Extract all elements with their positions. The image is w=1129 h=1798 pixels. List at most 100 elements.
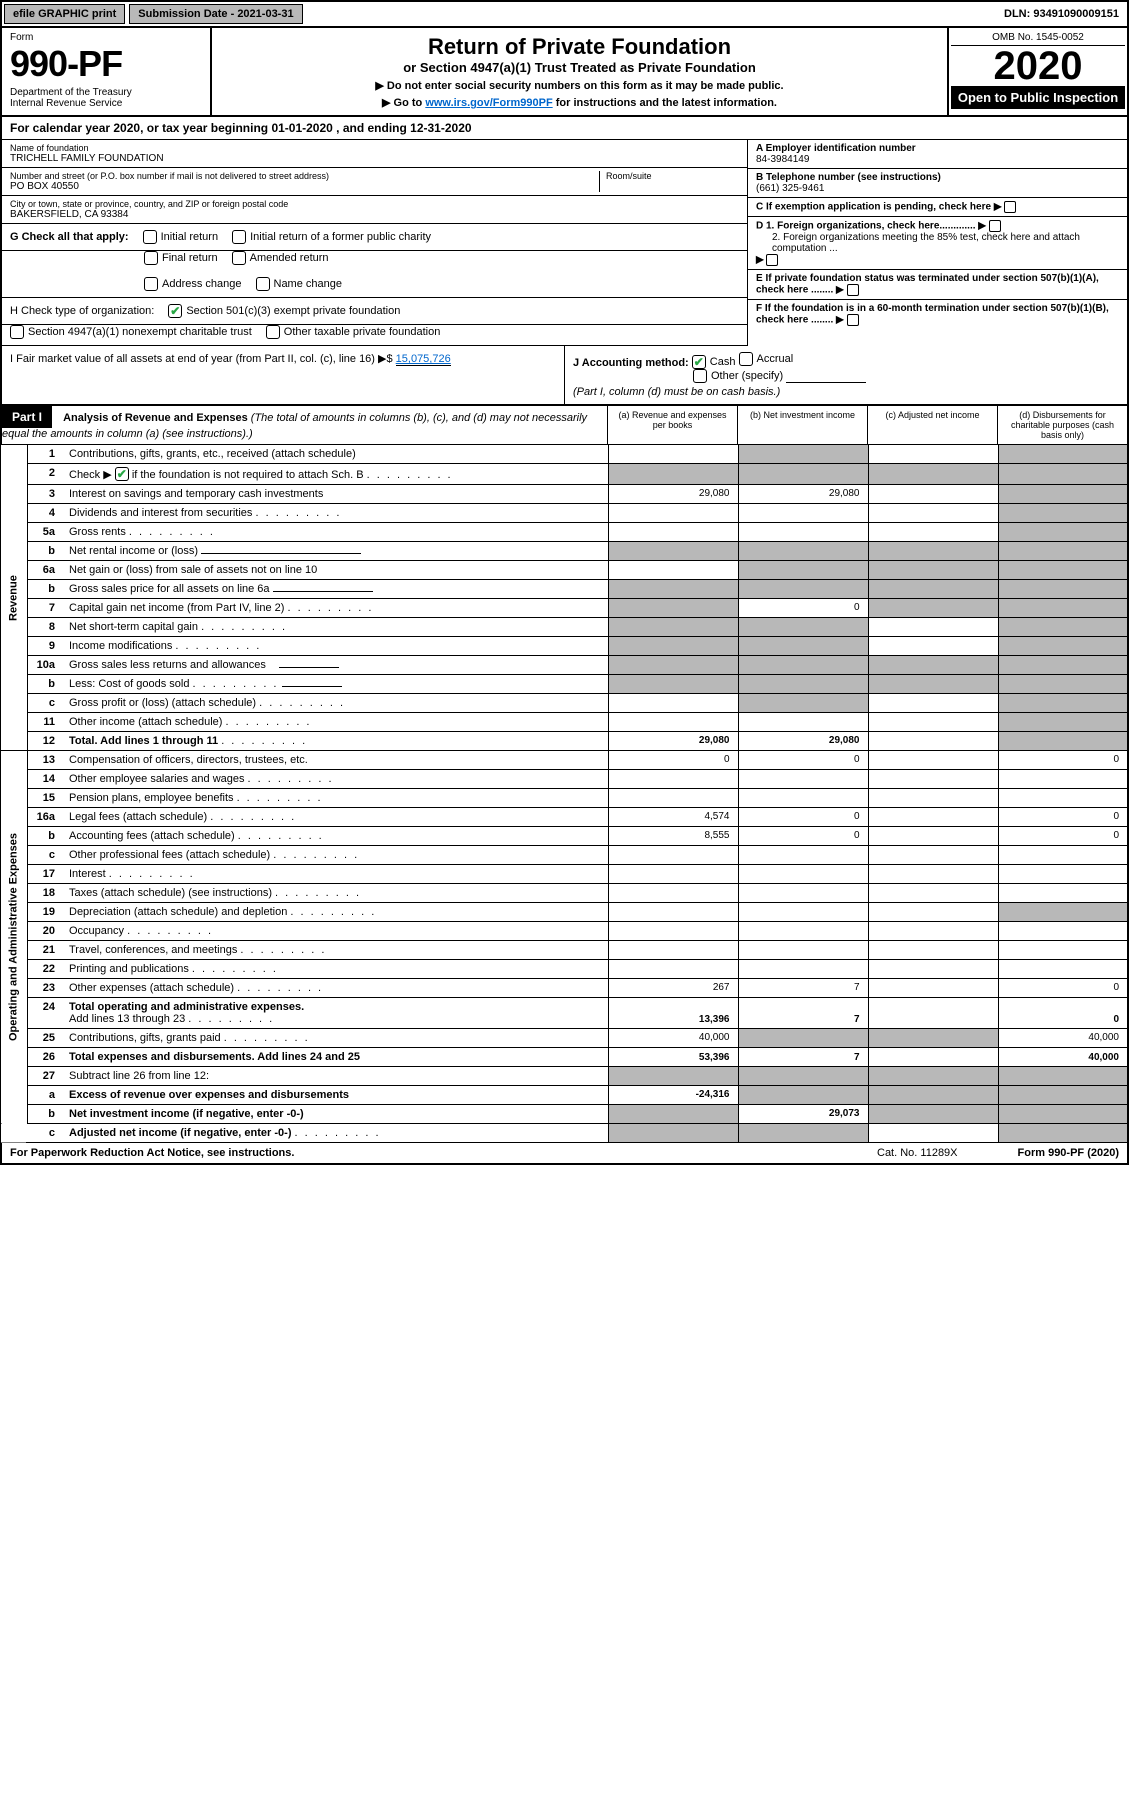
- chk-d1[interactable]: [989, 220, 1001, 232]
- part1-title: Analysis of Revenue and Expenses: [63, 412, 248, 424]
- row-16c: cOther professional fees (attach schedul…: [1, 846, 1128, 865]
- chk-f[interactable]: [847, 314, 859, 326]
- top-bar: efile GRAPHIC print Submission Date - 20…: [0, 0, 1129, 28]
- l9-desc: Income modifications: [69, 640, 172, 652]
- d-cell: D 1. Foreign organizations, check here..…: [748, 217, 1127, 270]
- chk-e[interactable]: [847, 284, 859, 296]
- footer-form: Form 990-PF (2020): [1018, 1147, 1119, 1159]
- row-10a: 10aGross sales less returns and allowanc…: [1, 656, 1128, 675]
- room-label: Room/suite: [606, 171, 739, 181]
- g-row: G Check all that apply: Initial return I…: [2, 224, 747, 251]
- row-17: 17Interest: [1, 865, 1128, 884]
- l26-a: 53,396: [608, 1048, 738, 1067]
- form-number: 990-PF: [10, 43, 202, 85]
- footer: For Paperwork Reduction Act Notice, see …: [0, 1142, 1129, 1165]
- chk-final[interactable]: [144, 251, 158, 265]
- row-7: 7Capital gain net income (from Part IV, …: [1, 599, 1128, 618]
- row-10c: cGross profit or (loss) (attach schedule…: [1, 694, 1128, 713]
- city-label: City or town, state or province, country…: [10, 199, 739, 209]
- row-8: 8Net short-term capital gain: [1, 618, 1128, 637]
- l17-desc: Interest: [69, 868, 106, 880]
- l27c-desc: Adjusted net income (if negative, enter …: [69, 1127, 291, 1139]
- chk-amended[interactable]: [232, 251, 246, 265]
- h-opt3: Other taxable private foundation: [284, 326, 441, 338]
- row-23: 23Other expenses (attach schedule) 26770: [1, 979, 1128, 998]
- irs-link[interactable]: www.irs.gov/Form990PF: [425, 97, 552, 109]
- chk-addr-change[interactable]: [144, 277, 158, 291]
- row-5b: bNet rental income or (loss): [1, 542, 1128, 561]
- j-cell: J Accounting method: Cash Accrual Other …: [565, 346, 1127, 404]
- chk-initial[interactable]: [143, 230, 157, 244]
- open-public: Open to Public Inspection: [951, 86, 1125, 109]
- l27b-desc: Net investment income (if negative, ente…: [63, 1105, 608, 1124]
- row-1: Revenue1Contributions, gifts, grants, et…: [1, 445, 1128, 464]
- g-row-3: Address change Name change: [2, 271, 747, 298]
- l25-a: 40,000: [608, 1029, 738, 1048]
- phone-label: B Telephone number (see instructions): [756, 172, 941, 183]
- row-3: 3Interest on savings and temporary cash …: [1, 485, 1128, 504]
- row-11: 11Other income (attach schedule): [1, 713, 1128, 732]
- tax-year: 2020: [951, 46, 1125, 86]
- row-27: 27Subtract line 26 from line 12:: [1, 1067, 1128, 1086]
- chk-d2[interactable]: [766, 254, 778, 266]
- chk-name-change[interactable]: [256, 277, 270, 291]
- info-section: Name of foundation TRICHELL FAMILY FOUND…: [0, 140, 1129, 346]
- j-cash: Cash: [710, 356, 736, 368]
- header-right: OMB No. 1545-0052 2020 Open to Public In…: [947, 28, 1127, 115]
- efile-print-button[interactable]: efile GRAPHIC print: [4, 4, 125, 24]
- chk-other-tax[interactable]: [266, 325, 280, 339]
- row-12: 12Total. Add lines 1 through 11 29,08029…: [1, 732, 1128, 751]
- chk-4947[interactable]: [10, 325, 24, 339]
- section-ij: I Fair market value of all assets at end…: [0, 346, 1129, 405]
- g-addr-change: Address change: [162, 278, 242, 290]
- l14-desc: Other employee salaries and wages: [69, 773, 244, 785]
- l1-desc: Contributions, gifts, grants, etc., rece…: [63, 445, 608, 464]
- l25-d: 40,000: [998, 1029, 1128, 1048]
- col-d-head: (d) Disbursements for charitable purpose…: [997, 406, 1127, 444]
- l16b-b: 0: [738, 827, 868, 846]
- l16a-desc: Legal fees (attach schedule): [69, 811, 207, 823]
- l7-desc: Capital gain net income (from Part IV, l…: [69, 602, 284, 614]
- l16b-a: 8,555: [608, 827, 738, 846]
- chk-initial-former[interactable]: [232, 230, 246, 244]
- chk-501c3[interactable]: [168, 304, 182, 318]
- l26-desc: Total expenses and disbursements. Add li…: [63, 1048, 608, 1067]
- d1-label: D 1. Foreign organizations, check here..…: [756, 221, 976, 232]
- header-center: Return of Private Foundation or Section …: [212, 28, 947, 115]
- part1-header-row: Part I Analysis of Revenue and Expenses …: [0, 405, 1129, 444]
- l16b-d: 0: [998, 827, 1128, 846]
- l16a-a: 4,574: [608, 808, 738, 827]
- note-goto-pre: ▶ Go to: [382, 97, 425, 109]
- fmv-link[interactable]: 15,075,726: [396, 353, 451, 366]
- chk-cash[interactable]: [692, 355, 706, 369]
- l25-desc: Contributions, gifts, grants paid: [69, 1032, 221, 1044]
- l7-b: 0: [738, 599, 868, 618]
- side-expenses: Operating and Administrative Expenses: [1, 751, 27, 1124]
- l2-post: if the foundation is not required to att…: [129, 469, 364, 481]
- side-revenue: Revenue: [1, 445, 27, 751]
- col-b-head: (b) Net investment income: [737, 406, 867, 444]
- l6a-desc: Net gain or (loss) from sale of assets n…: [63, 561, 608, 580]
- note-goto: ▶ Go to www.irs.gov/Form990PF for instru…: [218, 96, 941, 109]
- city-cell: City or town, state or province, country…: [2, 196, 747, 224]
- l13-d: 0: [998, 751, 1128, 770]
- l21-desc: Travel, conferences, and meetings: [69, 944, 237, 956]
- chk-schb[interactable]: [115, 467, 129, 481]
- chk-accrual[interactable]: [739, 352, 753, 366]
- row-20: 20Occupancy: [1, 922, 1128, 941]
- g-initial: Initial return: [161, 231, 218, 243]
- row-16a: 16aLegal fees (attach schedule) 4,57400: [1, 808, 1128, 827]
- row-27b: bNet investment income (if negative, ent…: [1, 1105, 1128, 1124]
- chk-other-method[interactable]: [693, 369, 707, 383]
- addr-label: Number and street (or P.O. box number if…: [10, 171, 599, 181]
- l24-a: 13,396: [608, 998, 738, 1029]
- g-name-change: Name change: [274, 278, 343, 290]
- l16a-b: 0: [738, 808, 868, 827]
- chk-c[interactable]: [1004, 201, 1016, 213]
- row-25: 25Contributions, gifts, grants paid 40,0…: [1, 1029, 1128, 1048]
- phone-cell: B Telephone number (see instructions) (6…: [748, 169, 1127, 198]
- note-ssn: ▶ Do not enter social security numbers o…: [218, 79, 941, 92]
- l20-desc: Occupancy: [69, 925, 124, 937]
- i-cell: I Fair market value of all assets at end…: [2, 346, 565, 404]
- l12-b: 29,080: [738, 732, 868, 751]
